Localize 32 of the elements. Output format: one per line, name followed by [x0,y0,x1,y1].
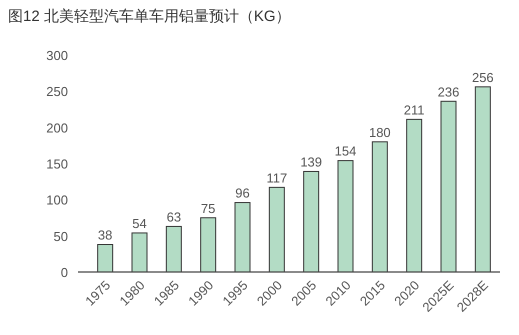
data-label: 75 [200,200,216,216]
bar [303,170,320,272]
data-label: 154 [334,144,356,159]
data-label: 63 [166,209,182,224]
y-tick-label: 0 [60,265,68,280]
bar [440,100,456,272]
bar [200,217,216,272]
data-label: 54 [132,216,147,231]
bar [406,118,422,272]
data-label: 236 [438,84,460,100]
data-label: 117 [266,170,288,186]
y-tick-label: 100 [46,192,68,208]
data-label: 256 [472,70,494,85]
bar [474,86,491,272]
y-tick-label: 150 [46,156,68,172]
data-label: 38 [98,228,112,243]
data-label: 180 [368,124,391,140]
y-tick-label: 50 [54,228,68,244]
bar [97,244,114,272]
bar [268,186,285,272]
y-tick-label: 300 [46,48,68,63]
bar [132,232,148,272]
chart-title: 图12 北美轻型汽车单车用铝量预计（KG） [8,8,291,25]
bar [338,160,354,272]
bar [166,226,182,272]
bar [372,141,388,272]
data-label: 96 [235,186,250,201]
data-label: 139 [300,154,322,170]
data-label: 211 [404,102,425,118]
bar [234,202,250,272]
y-tick-label: 200 [46,120,68,136]
y-tick-label: 250 [46,84,68,100]
